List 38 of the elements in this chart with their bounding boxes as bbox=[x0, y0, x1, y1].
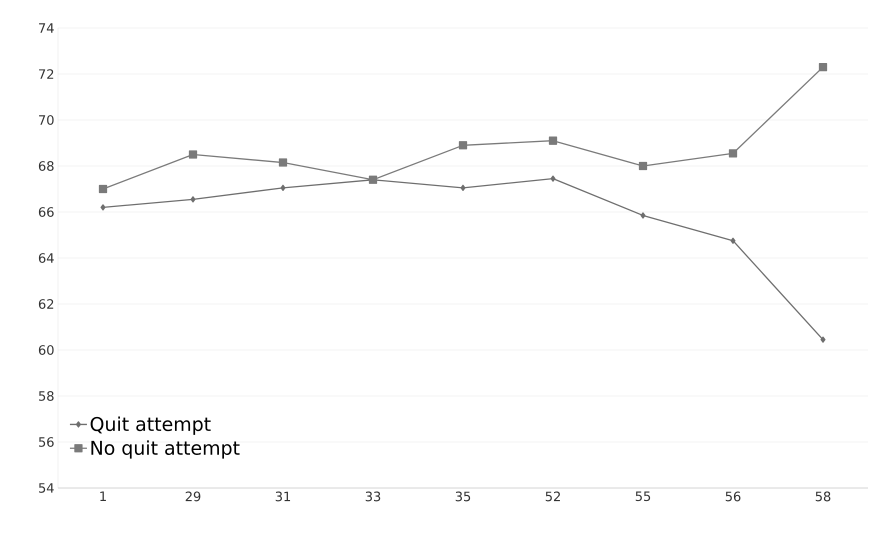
y-tick-label: 54 bbox=[39, 483, 54, 493]
x-tick-label: 58 bbox=[816, 492, 830, 502]
y-tick-label: 68 bbox=[38, 161, 54, 171]
legend-label: Quit attempt bbox=[90, 416, 211, 435]
legend-label: No quit attempt bbox=[91, 440, 240, 459]
x-tick-label: 56 bbox=[726, 492, 740, 502]
point bbox=[728, 149, 738, 158]
x-tick-label: 52 bbox=[546, 492, 560, 502]
y-tick-label: 74 bbox=[39, 23, 54, 33]
point bbox=[98, 184, 108, 194]
y-tick-label: 56 bbox=[39, 437, 54, 447]
y-tick-label: 72 bbox=[39, 69, 54, 79]
point bbox=[188, 150, 198, 159]
point bbox=[818, 62, 828, 72]
y-tick-label: 70 bbox=[39, 115, 54, 125]
y-tick-label: 62 bbox=[38, 299, 54, 309]
point bbox=[190, 196, 196, 202]
point bbox=[638, 162, 648, 170]
y-tick-label: 64 bbox=[38, 253, 54, 263]
point bbox=[458, 141, 468, 150]
point bbox=[460, 184, 466, 191]
point bbox=[640, 212, 646, 219]
y-tick-label: 58 bbox=[39, 391, 54, 401]
point bbox=[278, 158, 288, 167]
point bbox=[820, 336, 826, 343]
point bbox=[730, 238, 736, 244]
x-tick-label: 29 bbox=[186, 492, 200, 502]
y-tick-label: 60 bbox=[38, 345, 54, 355]
x-tick-label: 55 bbox=[636, 492, 650, 502]
y-tick-label: 66 bbox=[38, 207, 54, 217]
x-tick-label: 1 bbox=[100, 492, 106, 501]
point bbox=[550, 176, 556, 182]
x-tick-label: 35 bbox=[456, 492, 470, 502]
x-tick-label: 31 bbox=[276, 492, 290, 502]
x-tick-label: 33 bbox=[366, 492, 380, 502]
point bbox=[280, 184, 286, 191]
point bbox=[100, 204, 106, 211]
point bbox=[548, 136, 558, 145]
